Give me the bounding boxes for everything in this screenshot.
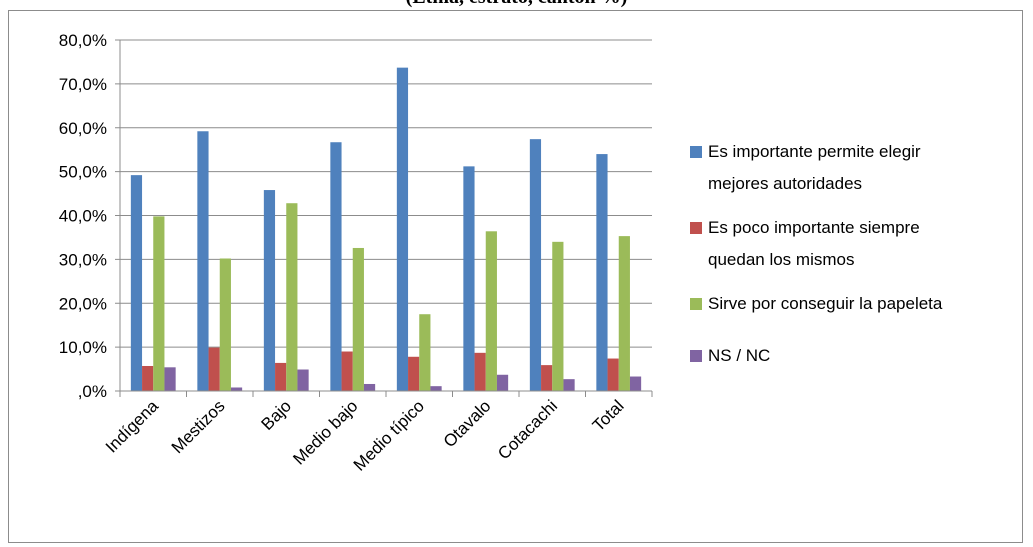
bar bbox=[219, 258, 231, 391]
bar bbox=[607, 358, 619, 391]
bar bbox=[496, 374, 509, 391]
x-category-label: Medio típico bbox=[350, 396, 428, 474]
axes bbox=[119, 40, 653, 397]
legend-label: Es importante permite elegir mejores auto… bbox=[708, 142, 921, 193]
bar bbox=[419, 314, 431, 391]
y-tick-label: 10,0% bbox=[59, 338, 107, 357]
bar bbox=[541, 365, 553, 391]
bar bbox=[552, 241, 564, 391]
bar bbox=[529, 139, 542, 391]
bar bbox=[297, 369, 309, 391]
bar bbox=[164, 367, 176, 391]
bar bbox=[463, 166, 475, 391]
legend-swatch bbox=[690, 146, 702, 158]
bar bbox=[596, 154, 608, 391]
y-tick-label: 50,0% bbox=[59, 163, 107, 182]
y-tick-label: 70,0% bbox=[59, 75, 107, 94]
y-tick-label: ,0% bbox=[78, 382, 107, 401]
bar bbox=[396, 67, 409, 392]
bars bbox=[130, 67, 642, 392]
bar bbox=[263, 190, 276, 391]
y-tick-label: 60,0% bbox=[59, 119, 107, 138]
bar bbox=[563, 379, 575, 391]
y-tick-label: 20,0% bbox=[59, 294, 107, 313]
x-category-label: Indígena bbox=[102, 396, 163, 457]
bar bbox=[142, 365, 154, 391]
bar bbox=[208, 347, 220, 391]
bar bbox=[363, 383, 376, 391]
gridlines bbox=[115, 39, 652, 392]
bar bbox=[474, 352, 486, 391]
bar bbox=[153, 216, 165, 391]
bar bbox=[618, 236, 630, 391]
bar bbox=[275, 362, 287, 391]
bar bbox=[230, 387, 243, 391]
bar bbox=[286, 203, 298, 391]
x-category-label: Mestizos bbox=[168, 396, 229, 457]
bar bbox=[330, 142, 342, 391]
y-tick-label: 30,0% bbox=[59, 250, 107, 269]
bar bbox=[430, 386, 442, 391]
x-category-label: Medio bajo bbox=[289, 396, 361, 468]
bar bbox=[629, 376, 642, 391]
x-category-label: Bajo bbox=[258, 396, 295, 433]
bar bbox=[485, 231, 497, 391]
title-clip: (Etnia, estrato, cantón %) bbox=[0, 0, 1033, 10]
bar bbox=[408, 356, 420, 391]
legend-label: Es poco importante siempre quedan los mis… bbox=[708, 218, 920, 269]
x-category-label: Cotacachi bbox=[494, 396, 561, 463]
legend-swatch bbox=[690, 350, 702, 362]
chart-title: (Etnia, estrato, cantón %) bbox=[0, 0, 1033, 9]
x-category-label: Otavalo bbox=[440, 396, 495, 451]
legend-label: NS / NC bbox=[708, 346, 771, 365]
y-tick-label: 40,0% bbox=[59, 207, 107, 226]
chart-frame bbox=[8, 10, 1023, 543]
legend-swatch bbox=[690, 222, 702, 234]
y-tick-label: 80,0% bbox=[59, 31, 107, 50]
bar bbox=[341, 351, 353, 391]
y-tick-labels: 80,0% 70,0% 60,0% 50,0% 40,0% 30,0% 20,0% 10,0%… bbox=[59, 31, 107, 401]
x-category-label: Total bbox=[589, 396, 628, 435]
legend-label: Sirve por conseguir la papeleta bbox=[708, 294, 943, 313]
legend-swatch bbox=[690, 298, 702, 310]
bar bbox=[130, 175, 143, 391]
bar bbox=[197, 131, 209, 391]
bar bbox=[352, 247, 364, 391]
